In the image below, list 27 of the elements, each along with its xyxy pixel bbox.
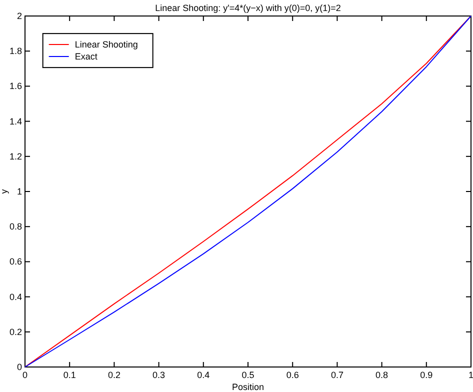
x-tick-label: 0.2 xyxy=(108,370,120,380)
line-series xyxy=(24,16,472,368)
y-tick-label: 1 xyxy=(16,186,22,196)
y-tick-label: 0 xyxy=(16,362,22,372)
x-tick-label: 0.5 xyxy=(242,370,254,380)
x-tick-label: 0.1 xyxy=(63,370,76,380)
chart-title: Linear Shooting: y'=4*(y−x) with y(0)=0, y(1)=2 xyxy=(155,3,341,13)
y-tick-label: 0.8 xyxy=(9,222,22,232)
y-axis-title: y xyxy=(0,188,9,194)
y-tick-label: 1.8 xyxy=(9,46,22,56)
x-tick-label: 0.9 xyxy=(420,370,433,380)
y-tick-label: 1.4 xyxy=(9,116,22,126)
y-tick-label: 0.4 xyxy=(9,292,22,302)
x-tick-label: 0.6 xyxy=(286,370,299,380)
legend-label: Linear Shooting xyxy=(74,40,138,50)
x-axis-title: Position xyxy=(232,382,264,392)
x-tick-label: 1 xyxy=(468,370,473,380)
x-tick-label: 0.8 xyxy=(376,370,388,380)
x-tick-label: 0.4 xyxy=(197,370,210,380)
y-tick-label: 0.6 xyxy=(9,256,22,267)
y-tick-label: 1.2 xyxy=(9,151,22,162)
x-tick-label: 0.3 xyxy=(152,370,166,380)
y-tick-label: 2 xyxy=(16,11,22,21)
x-tick-label: 0.7 xyxy=(330,370,344,380)
legend-label: Exact xyxy=(74,52,98,62)
y-tick-label: 1.6 xyxy=(9,81,22,92)
y-tick-label: 0.2 xyxy=(9,326,22,337)
